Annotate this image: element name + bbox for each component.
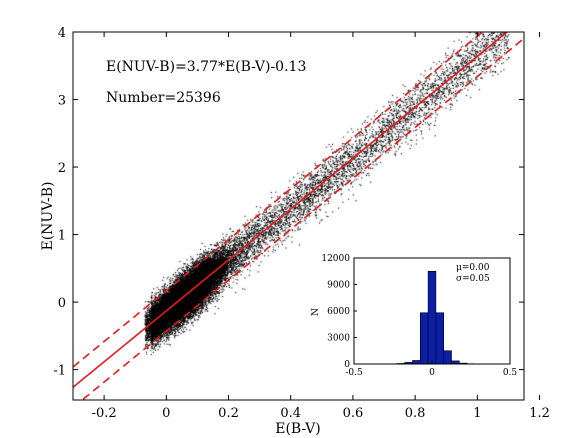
- x-tick-label: 0.2: [218, 406, 239, 421]
- inset-mean-label: μ=0.00: [456, 263, 490, 273]
- fit-equation-annotation: E(NUV-B)=3.77*E(B-V)-0.13: [106, 59, 306, 75]
- histogram-bar: [427, 270, 437, 365]
- fit-upper-bound-line: [73, 32, 484, 368]
- fit-line: [73, 32, 509, 388]
- plot-frame: [72, 31, 525, 401]
- y-tick-label: -1: [53, 364, 66, 379]
- x-tick-label: 0.8: [405, 406, 426, 421]
- inset-y-axis-label: N: [311, 308, 321, 316]
- x-tick-label: 0: [162, 406, 170, 421]
- histogram-bar: [419, 312, 429, 365]
- histogram-bar: [412, 360, 421, 365]
- inset-sigma-label: σ=0.05: [456, 274, 490, 284]
- fit-lines: [73, 32, 524, 400]
- inset-y-tick-label: 12000: [321, 254, 350, 264]
- x-tick-label: 0.6: [343, 406, 364, 421]
- inset-x-tick-label: -0.5: [345, 368, 363, 378]
- inset-y-tick-label: 3000: [327, 334, 350, 344]
- y-tick-label: 3: [58, 94, 66, 109]
- main-ticks: -0.2 0 0.2 0.4 0.6 0.8 1 1.2 -1 0 1 2 3 4: [53, 26, 550, 421]
- x-tick-label: 0.4: [280, 406, 301, 421]
- y-axis-label: E(NUV-B): [40, 181, 56, 250]
- y-tick-label: 1: [58, 229, 66, 244]
- inset-y-tick-label: 9000: [327, 281, 350, 291]
- y-tick-label: 0: [58, 296, 66, 311]
- y-tick-label: 4: [58, 26, 66, 41]
- inset-y-tick-label: 0: [344, 360, 350, 370]
- inset-x-tick-label: 0.5: [503, 368, 518, 378]
- inset-y-tick-label: 6000: [327, 307, 350, 317]
- point-count-annotation: Number=25396: [106, 90, 221, 106]
- histogram-bar: [435, 312, 444, 365]
- histogram-bar: [443, 350, 452, 365]
- fit-lower-bound-line: [80, 37, 524, 400]
- inset-x-tick-label: 0: [429, 368, 435, 378]
- x-tick-label: 1.2: [529, 406, 550, 421]
- x-tick-label: -0.2: [92, 406, 117, 421]
- x-tick-label: 1: [473, 406, 481, 421]
- y-tick-label: 2: [58, 161, 66, 176]
- x-axis-label: E(B-V): [275, 421, 321, 437]
